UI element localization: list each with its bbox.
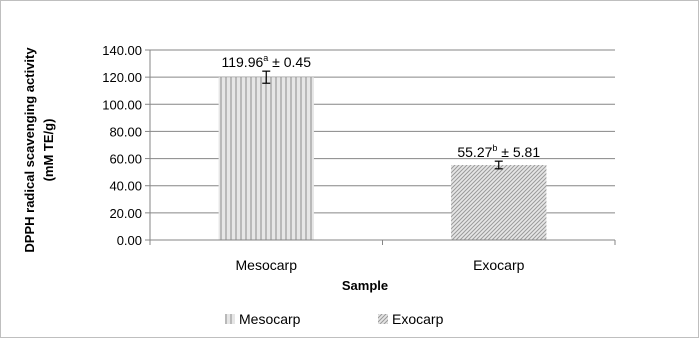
legend-swatch [225,314,235,324]
legend-label: Exocarp [392,311,444,327]
y-tick-label: 60.00 [109,152,142,167]
x-tick-label: Exocarp [473,257,525,273]
bar-exocarp [451,164,547,240]
x-axis-title: Sample [342,278,388,293]
y-tick-label: 120.00 [102,70,142,85]
y-axis-unit: (mM TE/g) [41,119,56,182]
y-tick-label: 80.00 [109,124,142,139]
y-tick-label: 0.00 [117,233,142,248]
legend-label: Mesocarp [239,311,301,327]
x-tick-label: Mesocarp [236,257,298,273]
data-label-exocarp: 55.27b ± 5.81 [457,143,540,160]
axes: 0.00 20.00 40.00 60.00 80.00 100.00 120.00 140.… [102,43,616,273]
bar-mesocarp [218,77,314,240]
error-bar-mesocarp [262,70,271,84]
y-tick-label: 40.00 [109,179,142,194]
y-tick-label: 100.00 [102,97,142,112]
legend: Mesocarp Exocarp [225,311,444,327]
bars [218,70,547,240]
y-tick-label: 20.00 [109,206,142,221]
labels: DPPH radical scavenging activity (mM TE/… [22,47,540,293]
legend-item-mesocarp: Mesocarp [225,311,301,327]
legend-swatch [378,314,388,324]
y-axis-title: DPPH radical scavenging activity [22,47,37,253]
error-bar-exocarp [494,160,503,170]
legend-item-exocarp: Exocarp [378,311,444,327]
y-tick-label: 140.00 [102,43,142,58]
data-label-mesocarp: 119.96a ± 0.45 [221,53,311,70]
